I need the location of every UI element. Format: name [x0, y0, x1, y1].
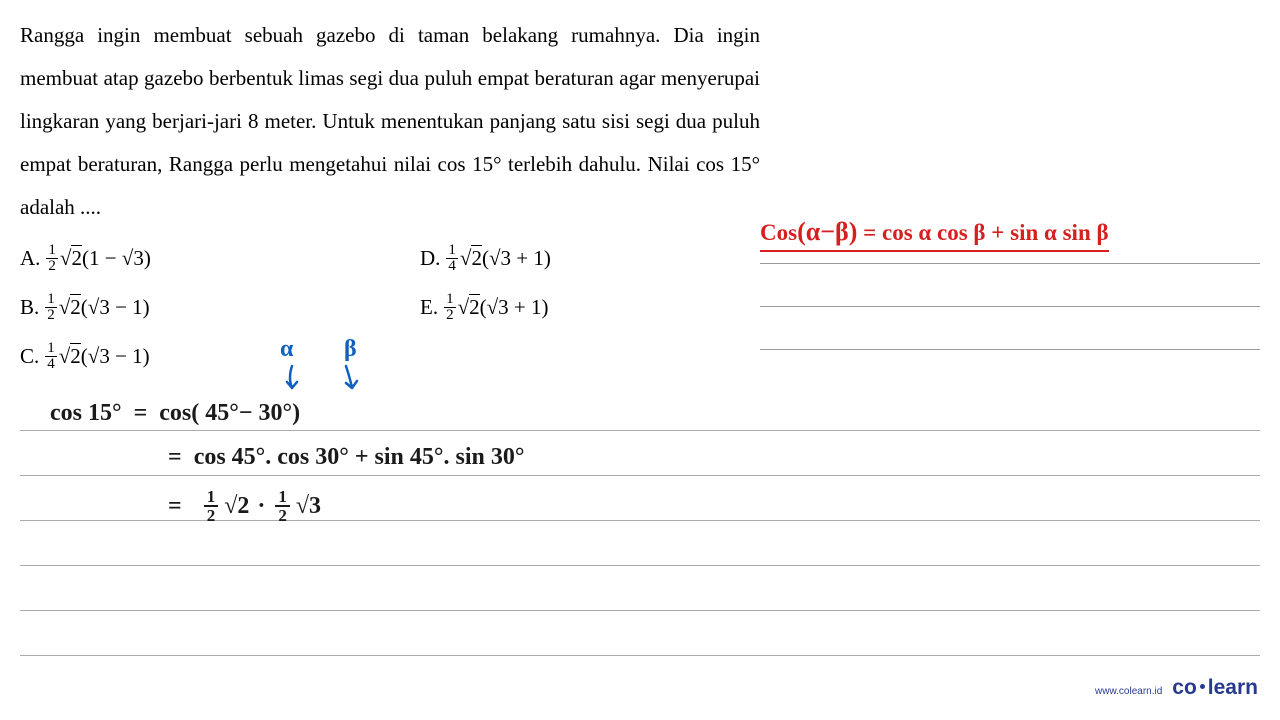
option-a-label: A. [20, 246, 40, 271]
option-d: D. 14 √2 (√3 + 1) [420, 243, 770, 274]
beta-annotation: β [344, 336, 357, 363]
footer-logo: www.colearn.id colearn [1095, 676, 1258, 700]
option-c-sqrt: √2 [59, 344, 81, 369]
question-text: Rangga ingin membuat sebuah gazebo di ta… [20, 14, 760, 229]
ruled-line [20, 430, 1260, 431]
option-e-paren: (√3 + 1) [480, 295, 549, 320]
options-container: A. 12 √2 (1 − √3) B. 12 √2 (√3 − 1) C. 1… [20, 243, 1260, 390]
option-b-den: 2 [45, 308, 57, 323]
work-line-3: = 12 √2 · 12 √3 [168, 488, 321, 524]
ruled-line [20, 655, 1260, 656]
side-rule-line [760, 263, 1260, 264]
option-a-num: 1 [46, 243, 58, 259]
ruled-line [20, 565, 1260, 566]
alpha-arrow-icon [282, 364, 302, 394]
cosine-difference-formula: Cos(α−β) = cos α cos β + sin α sin β [760, 217, 1109, 252]
option-b: B. 12 √2 (√3 − 1) [20, 292, 420, 323]
footer-url: www.colearn.id [1095, 686, 1162, 697]
ruled-line [20, 610, 1260, 611]
option-b-num: 1 [45, 292, 57, 308]
option-e-den: 2 [444, 308, 456, 323]
side-rule-line [760, 349, 1260, 350]
option-e: E. 12 √2 (√3 + 1) [420, 292, 770, 323]
work-line-1: cos 15° = cos( 45°− 30°) [50, 400, 300, 427]
option-e-sqrt: √2 [458, 295, 480, 320]
option-d-label: D. [420, 246, 440, 271]
option-d-sqrt: √2 [460, 246, 482, 271]
option-c-den: 4 [45, 357, 57, 372]
side-rule-line [760, 306, 1260, 307]
footer-brand: colearn [1172, 676, 1258, 700]
option-a-paren: (1 − √3) [82, 246, 151, 271]
option-c-label: C. [20, 344, 39, 369]
option-a-den: 2 [46, 259, 58, 274]
option-b-label: B. [20, 295, 39, 320]
option-b-sqrt: √2 [59, 295, 81, 320]
option-c-paren: (√3 − 1) [81, 344, 150, 369]
option-d-den: 4 [446, 259, 458, 274]
option-e-label: E. [420, 295, 438, 320]
option-d-paren: (√3 + 1) [482, 246, 551, 271]
option-a: A. 12 √2 (1 − √3) [20, 243, 420, 274]
option-d-num: 1 [446, 243, 458, 259]
option-c-num: 1 [45, 341, 57, 357]
ruled-line [20, 475, 1260, 476]
option-a-sqrt: √2 [60, 246, 82, 271]
beta-arrow-icon [338, 364, 362, 394]
alpha-annotation: α [280, 336, 293, 363]
option-b-paren: (√3 − 1) [81, 295, 150, 320]
option-e-num: 1 [444, 292, 456, 308]
work-line-2: = cos 45°. cos 30° + sin 45°. sin 30° [168, 444, 524, 471]
